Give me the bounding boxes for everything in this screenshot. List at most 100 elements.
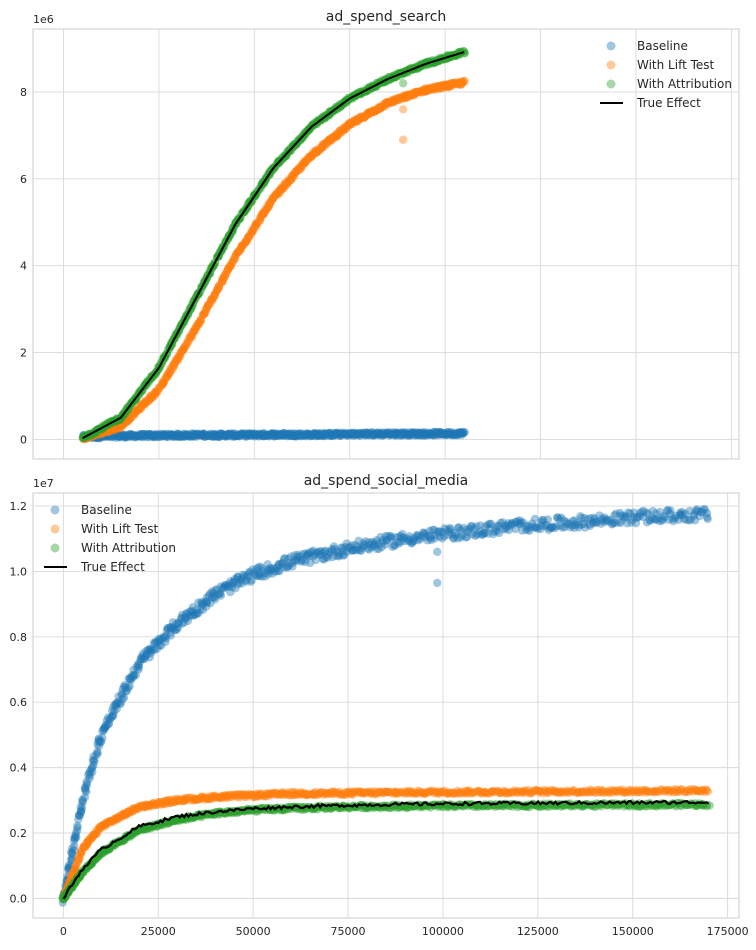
- scatter-point: [284, 430, 294, 439]
- scatter-point: [436, 427, 446, 437]
- scatter-point: [94, 433, 103, 442]
- scatter-point: [339, 429, 348, 439]
- scatter-point: [148, 432, 158, 441]
- y-offset-label: 1e7: [33, 477, 54, 490]
- scatter-point: [138, 400, 147, 410]
- scatter-point: [332, 429, 341, 439]
- scatter-point: [242, 429, 251, 439]
- scatter-point: [172, 431, 182, 440]
- scatter-point: [416, 431, 425, 440]
- scatter-point: [322, 431, 332, 440]
- scatter-point: [215, 432, 224, 441]
- scatter-point: [355, 431, 365, 441]
- scatter-point: [244, 429, 253, 439]
- scatter-point: [319, 431, 328, 440]
- scatter-point: [302, 429, 312, 438]
- scatter-point: [312, 429, 321, 438]
- scatter-point: [405, 431, 414, 440]
- scatter-point: [243, 430, 252, 439]
- scatter-point: [146, 392, 156, 401]
- scatter-point: [245, 431, 255, 440]
- scatter-point: [119, 431, 129, 441]
- scatter-point: [141, 398, 150, 408]
- scatter-point: [97, 432, 107, 441]
- scatter-point: [280, 429, 289, 438]
- scatter-point: [362, 428, 371, 438]
- scatter-point: [145, 394, 154, 404]
- scatter-point: [343, 429, 353, 439]
- scatter-point: [149, 430, 158, 439]
- scatter-point: [317, 430, 327, 440]
- scatter-point: [429, 431, 439, 440]
- scatter-point: [160, 430, 170, 440]
- scatter-point: [110, 425, 120, 435]
- scatter-point: [362, 430, 371, 440]
- scatter-point: [121, 433, 131, 442]
- scatter-point: [111, 433, 120, 443]
- scatter-point: [159, 429, 169, 439]
- scatter-point: [335, 429, 345, 439]
- scatter-point: [166, 364, 176, 373]
- scatter-point: [407, 430, 416, 439]
- scatter-point: [109, 423, 119, 432]
- scatter-point: [288, 429, 297, 439]
- y-tick-label: 1.0: [10, 565, 28, 578]
- scatter-point: [379, 429, 389, 438]
- scatter-point: [113, 431, 123, 441]
- chart-title: ad_spend_social_media: [304, 473, 469, 489]
- scatter-point: [166, 430, 176, 439]
- scatter-point: [258, 431, 268, 440]
- scatter-point: [285, 429, 295, 438]
- scatter-point: [256, 430, 266, 440]
- scatter-point: [249, 429, 258, 439]
- scatter-point: [319, 430, 328, 439]
- scatter-point: [333, 429, 342, 438]
- scatter-point: [148, 430, 157, 440]
- scatter-point: [436, 429, 446, 438]
- scatter-point: [242, 432, 251, 441]
- scatter-point: [452, 430, 462, 439]
- scatter-point: [354, 430, 363, 439]
- scatter-point: [135, 431, 144, 441]
- scatter-point: [97, 432, 106, 441]
- legend-label: Baseline: [81, 503, 132, 517]
- scatter-point: [205, 430, 214, 440]
- scatter-point: [226, 432, 235, 441]
- scatter-point: [393, 429, 402, 438]
- scatter-point: [336, 430, 345, 439]
- scatter-point: [265, 431, 274, 440]
- scatter-point: [279, 428, 288, 438]
- scatter-point: [168, 431, 178, 440]
- scatter-point: [152, 387, 162, 396]
- scatter-point: [155, 431, 164, 440]
- scatter-point: [115, 432, 124, 442]
- scatter-point: [137, 400, 146, 409]
- scatter-point: [93, 749, 102, 758]
- scatter-point: [114, 433, 124, 442]
- outlier-point: [398, 105, 408, 114]
- scatter-point: [242, 431, 251, 440]
- scatter-point: [356, 428, 365, 438]
- scatter-point: [209, 430, 219, 440]
- scatter-point: [453, 430, 462, 440]
- scatter-point: [425, 430, 434, 439]
- scatter-point: [262, 431, 271, 440]
- scatter-point: [412, 429, 421, 438]
- scatter-point: [363, 429, 373, 439]
- scatter-point: [391, 431, 401, 440]
- scatter-point: [155, 430, 165, 440]
- scatter-point: [368, 431, 377, 440]
- scatter-point: [208, 432, 217, 441]
- scatter-point: [165, 430, 175, 440]
- scatter-point: [158, 377, 168, 387]
- scatter-point: [122, 418, 131, 427]
- scatter-point: [120, 433, 130, 442]
- scatter-point: [227, 429, 236, 438]
- scatter-point: [332, 429, 341, 438]
- scatter-point: [397, 428, 407, 438]
- legend-label: With Attribution: [637, 77, 732, 91]
- scatter-point: [398, 429, 407, 438]
- scatter-point: [432, 429, 442, 439]
- scatter-point: [336, 431, 345, 440]
- scatter-point: [155, 383, 164, 392]
